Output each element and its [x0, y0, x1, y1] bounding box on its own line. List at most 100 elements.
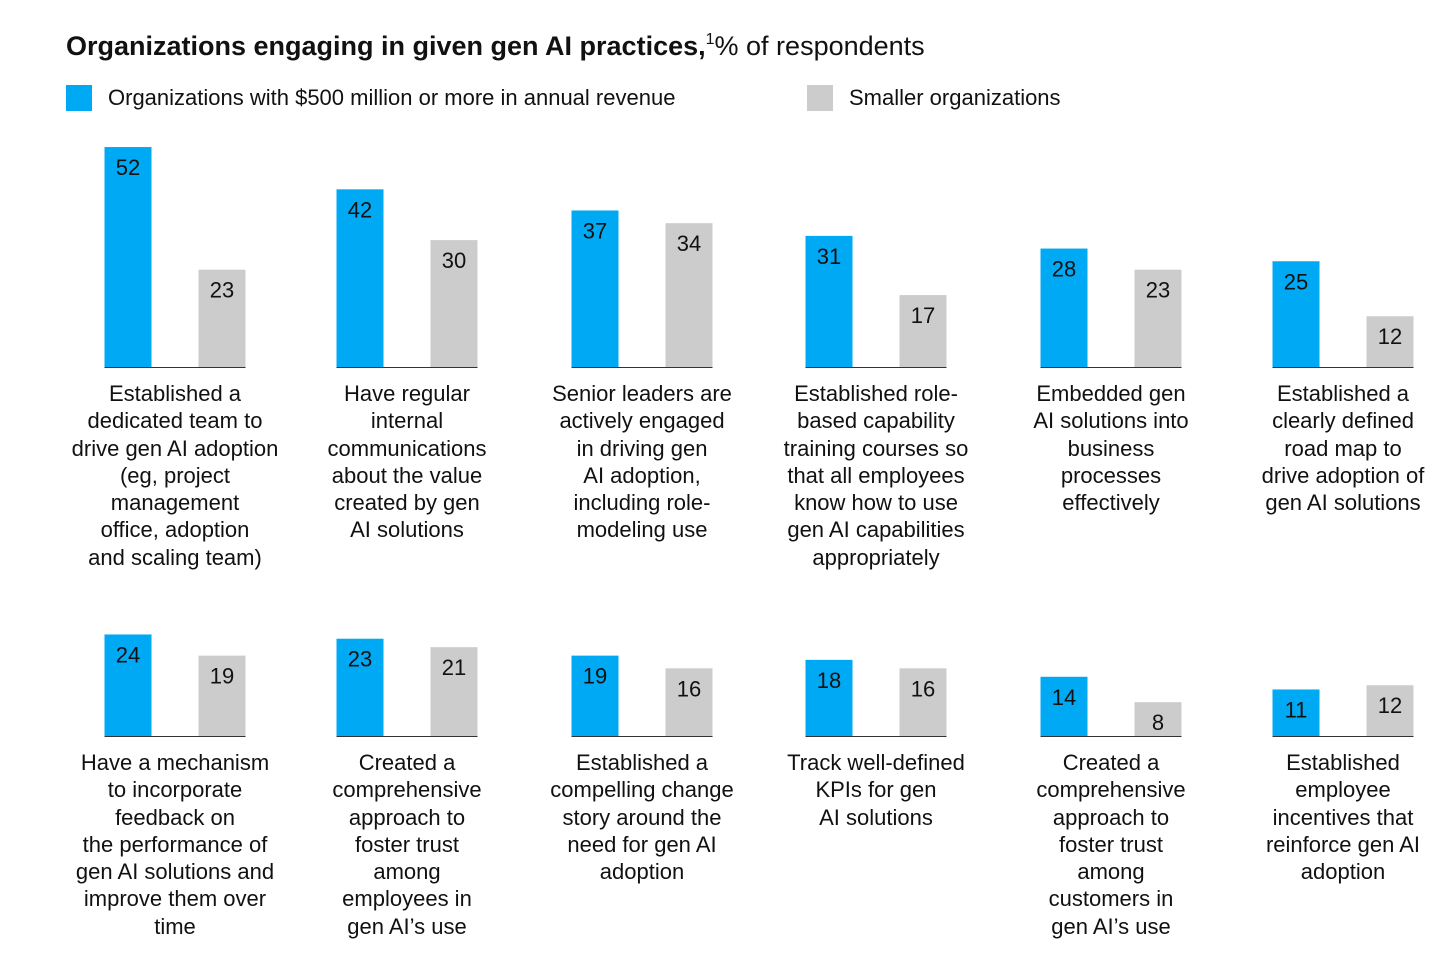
bar-large-orgs: [1040, 676, 1088, 736]
data-label-smaller-orgs: 23: [210, 278, 234, 303]
category-label-line: Established a: [575, 750, 709, 775]
category-label-line: dedicated team to: [87, 408, 263, 434]
category-label-line: that all employees: [787, 462, 965, 488]
category-label-line: management: [110, 490, 240, 516]
data-label-smaller-orgs: 8: [1152, 710, 1164, 735]
category-label: Established a compelling change story arou…: [524, 749, 760, 885]
data-label-smaller-orgs: 30: [442, 248, 466, 273]
data-label-smaller-orgs: 21: [442, 655, 466, 680]
data-label-large-orgs: 28: [1052, 257, 1076, 282]
data-label-smaller-orgs: 17: [911, 303, 935, 328]
category-label-line: story around the: [562, 804, 722, 830]
category-label-line: Established a: [1276, 381, 1410, 406]
bar-smaller-orgs: [1366, 685, 1414, 736]
category-label-line: adoption: [1300, 859, 1386, 885]
category-label-line: internal: [370, 408, 444, 434]
category-label-line: comprehensive: [332, 777, 482, 803]
category-label-line: modeling use: [576, 517, 708, 543]
category-label-line: among: [373, 859, 441, 885]
legend-label-large-orgs: Organizations with $500 million or more …: [108, 85, 676, 110]
category-label-line: customers in: [1048, 886, 1174, 912]
category-label-line: adoption: [599, 859, 685, 885]
data-label-smaller-orgs: 23: [1146, 278, 1170, 303]
category-label-line: AI solutions into: [1033, 408, 1189, 434]
bar-large-orgs: [1272, 689, 1320, 736]
category-label-line: gen AI’s use: [347, 913, 467, 939]
category-label-line: and scaling team): [88, 544, 262, 570]
category-label-line: Senior leaders are: [552, 381, 732, 406]
legend-swatch-large-orgs: [66, 85, 92, 111]
bar-smaller-orgs: [198, 655, 246, 736]
category-label-line: communications: [327, 435, 487, 461]
category-label-line: employees in: [342, 886, 472, 912]
bar-smaller-orgs: [430, 240, 478, 367]
category-label: Created a comprehensive approach to foster …: [993, 749, 1229, 940]
chart-title-bold: Organizations engaging in given gen AI p…: [66, 31, 706, 61]
category-label-line: based capability: [797, 408, 955, 434]
bar-large-orgs: [805, 235, 853, 367]
category-label-line: the performance of: [82, 831, 268, 857]
data-label-large-orgs: 23: [348, 647, 372, 672]
data-label-smaller-orgs: 19: [210, 664, 234, 689]
bar-smaller-orgs: [899, 668, 947, 736]
category-label-line: need for gen AI: [567, 831, 717, 857]
category-label-line: foster trust: [355, 831, 459, 857]
category-label-line: gen AI solutions: [1265, 490, 1421, 516]
category-label-line: foster trust: [1059, 831, 1163, 857]
bar-large-orgs: [104, 147, 152, 367]
legend-swatch-smaller-orgs: [807, 85, 833, 111]
data-label-large-orgs: 42: [348, 197, 372, 222]
category-label: Embedded gen AI solutions into business pro…: [993, 380, 1229, 516]
category-label-line: business: [1067, 435, 1155, 461]
category-label-line: about the value: [331, 462, 483, 488]
bar-smaller-orgs: [1366, 316, 1414, 367]
category-label-line: Created a: [1062, 750, 1160, 775]
category-label-line: employee: [1295, 777, 1391, 803]
category-label: Established employee incentives that reinfo…: [1225, 749, 1456, 885]
category-label-line: gen AI capabilities: [787, 517, 965, 543]
data-label-large-orgs: 37: [583, 218, 607, 243]
category-label-line: actively engaged: [559, 408, 725, 434]
category-label-line: road map to: [1284, 435, 1402, 461]
category-label-line: office, adoption: [100, 517, 250, 543]
data-label-large-orgs: 52: [116, 155, 140, 180]
category-label-line: incentives that: [1272, 804, 1414, 830]
legend-label-smaller-orgs: Smaller organizations: [849, 85, 1061, 110]
category-label-line: feedback on: [115, 804, 235, 830]
bar-smaller-orgs: [1134, 702, 1182, 736]
category-label-line: KPIs for gen: [815, 777, 937, 803]
data-label-smaller-orgs: 16: [677, 676, 701, 701]
category-label-line: AI solutions: [819, 804, 933, 830]
category-label-line: comprehensive: [1036, 777, 1186, 803]
category-label-line: know how to use: [794, 490, 958, 516]
category-label-line: Established role-: [794, 381, 958, 406]
bar-large-orgs: [336, 189, 384, 367]
data-label-smaller-orgs: 16: [911, 676, 935, 701]
bar-smaller-orgs: [1134, 269, 1182, 367]
category-label-line: among: [1077, 859, 1145, 885]
category-label: Track well-defined KPIs for gen AI solutio…: [758, 749, 994, 831]
category-label-line: Track well-defined: [787, 750, 965, 775]
category-label-line: appropriately: [812, 544, 940, 570]
bar-large-orgs: [571, 210, 619, 367]
category-label-line: in driving gen: [576, 435, 708, 461]
category-label-line: Established: [1286, 750, 1400, 775]
bar-smaller-orgs: [899, 295, 947, 367]
data-label-large-orgs: 19: [583, 664, 607, 689]
data-label-large-orgs: 31: [817, 244, 841, 269]
data-label-smaller-orgs: 12: [1378, 324, 1402, 349]
bar-smaller-orgs: [665, 223, 713, 367]
category-label-line: including role-: [573, 490, 711, 516]
category-label-line: drive adoption of: [1261, 462, 1425, 488]
category-label: Established a dedicated team to drive gen …: [57, 380, 293, 571]
data-label-large-orgs: 11: [1285, 697, 1308, 722]
bar-large-orgs: [1040, 248, 1088, 367]
title-footnote-marker: 1: [705, 31, 715, 48]
category-label-line: (eg, project: [119, 462, 231, 488]
bar-large-orgs: [571, 655, 619, 736]
bar-large-orgs: [104, 634, 152, 736]
category-label-line: reinforce gen AI: [1265, 831, 1421, 857]
data-label-large-orgs: 18: [817, 668, 841, 693]
category-label: Senior leaders are actively engaged in dri…: [524, 380, 760, 544]
